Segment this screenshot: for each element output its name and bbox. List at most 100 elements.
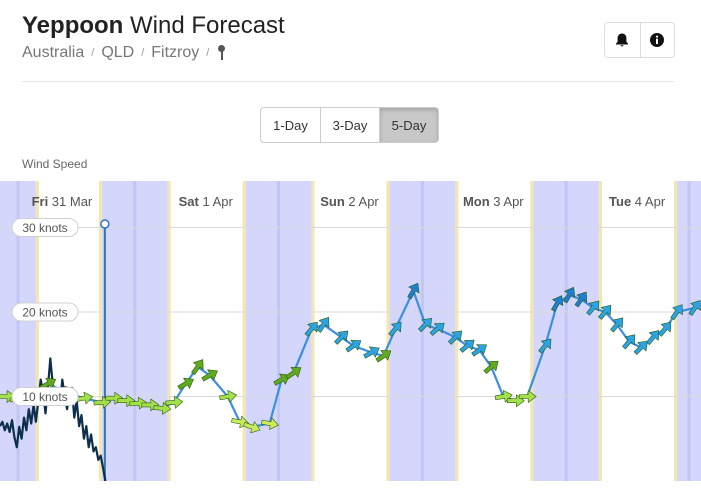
day-label-weekday: Sun [320,194,345,209]
arrow-shape [429,322,445,336]
y-tick-label: 10 knots [22,390,67,404]
wind-direction-arrow [459,339,475,353]
wind-direction-arrow [201,369,218,382]
arrow-shape [285,367,302,380]
wind-direction-arrow [658,321,672,337]
day-label-date: 3 Apr [490,194,525,209]
range-3-day-button[interactable]: 3-Day [320,108,379,142]
wind-direction-arrow [448,330,463,345]
arrow-shape [574,291,587,308]
arrow-shape [563,287,576,304]
header-divider [22,81,674,82]
midnight-line [687,181,691,481]
page-header: Yeppoon Wind Forecast Australia / QLD / … [22,12,682,62]
wind-direction-arrow [243,421,261,434]
day-label-date: 2 Apr [345,194,380,209]
wind-direction-arrow [304,321,318,337]
arrow-shape [471,344,487,357]
breadcrumb-separator: / [141,47,145,59]
alert-button[interactable] [605,23,640,57]
y-tick-pill [11,386,79,406]
wind-direction-arrow [363,346,380,359]
arrow-shape [598,304,612,320]
day-label: Sun 2 Apr [320,194,379,209]
wind-direction-arrow [563,287,576,304]
info-icon [650,33,665,47]
arrow-shape [334,330,349,345]
arrow-shape [304,321,318,337]
midnight-line [277,181,281,481]
day-label: Fri 31 Mar [32,194,93,209]
day-edge [242,181,246,481]
day-label-weekday: Mon [463,194,490,209]
wind-direction-arrow [429,322,445,336]
arrow-shape [688,300,701,316]
wind-direction-arrow [538,338,552,354]
wind-direction-arrow [586,300,600,316]
header-actions [604,22,675,58]
midnight-line [133,181,137,481]
day-edge [98,181,102,481]
midnight-line [564,181,568,481]
y-tick-pill [11,302,79,322]
wind-speed-label: Wind Speed [22,157,88,171]
wind-direction-arrow [334,330,349,345]
range-selector: 1-Day 3-Day 5-Day [260,107,439,143]
wind-direction-arrow [670,304,683,321]
wind-speed-chart[interactable]: Fri 31 Mar Sat 1 Apr Sun 2 Apr Mon 3 Apr Tue… [0,181,701,481]
wind-direction-arrow [610,317,624,333]
wind-direction-arrow [407,282,420,300]
wind-direction-arrow [285,367,302,380]
wind-direction-arrow [483,360,499,374]
wind-direction-arrow [622,334,636,350]
arrow-shape [670,304,683,321]
midnight-line [420,181,424,481]
arrow-shape [177,377,194,390]
wind-direction-arrow [471,344,487,357]
breadcrumb-country[interactable]: Australia [22,44,85,61]
now-marker-dot [100,219,110,229]
arrow-shape [551,295,564,312]
breadcrumb-state[interactable]: QLD [101,44,135,61]
map-pin-icon[interactable] [217,44,227,62]
wind-direction-arrow [261,417,279,430]
wind-direction-arrow [633,340,648,355]
midnight-line [16,181,20,481]
arrow-shape [345,340,362,353]
arrow-shape [191,359,204,375]
day-edge [311,181,315,481]
breadcrumb: Australia / QLD / Fitzroy / [22,44,682,62]
wind-direction-arrow [518,390,537,403]
day-edge [599,181,603,481]
wind-direction-arrow [316,317,330,333]
day-label: Tue 4 Apr [609,194,666,209]
arrow-shape [610,317,624,333]
wind-direction-arrow [273,373,290,386]
arrow-shape [459,339,475,353]
breadcrumb-region[interactable]: Fitzroy [151,44,200,61]
arrow-shape [273,373,290,386]
arrow-shape [243,421,261,434]
arrow-shape [586,300,600,316]
day-edge [35,181,39,481]
arrow-shape [388,321,402,337]
wind-direction-arrow [219,390,237,403]
y-tick-label: 20 knots [22,305,67,319]
wind-direction-arrow [646,330,660,346]
arrow-shape [219,390,237,403]
day-label-date: 31 Mar [48,194,93,209]
bell-icon [616,33,629,47]
range-5-day-button[interactable]: 5-Day [379,108,438,142]
range-1-day-button[interactable]: 1-Day [273,117,308,133]
wind-direction-arrow [551,295,564,312]
location-name: Yeppoon [22,12,124,39]
wind-direction-arrow [191,359,204,375]
day-edge [674,181,678,481]
wind-direction-arrow [574,291,587,308]
day-label: Mon 3 Apr [463,194,524,209]
arrow-shape [165,396,184,409]
info-button[interactable] [639,23,675,57]
arrow-shape [201,369,218,382]
arrow-shape [538,338,552,354]
breadcrumb-separator: / [206,47,210,59]
